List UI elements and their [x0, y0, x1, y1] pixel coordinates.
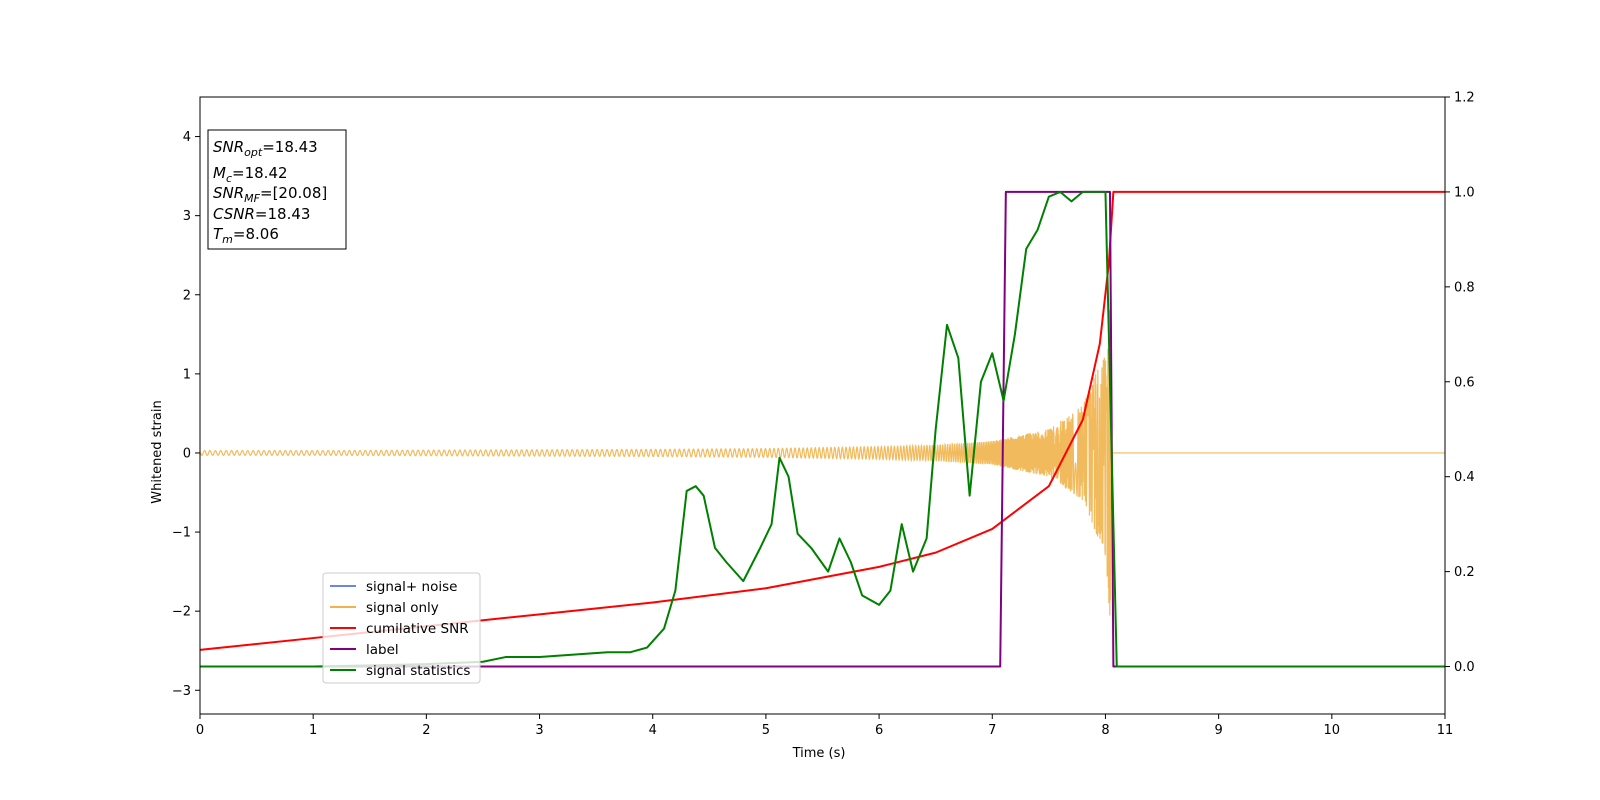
legend: signal+ noise signal only cumilative SNR la… — [322, 572, 481, 684]
x-tick-label: 2 — [422, 723, 430, 738]
y2-tick-label: 1.0 — [1454, 185, 1475, 200]
annotation-box: SNRopt=18.43 Mc=18.42SNRMF=[20.08]CSNR=18… — [207, 129, 347, 250]
annotation-line: CSNR=18.43 — [213, 205, 310, 223]
x-tick-label: 9 — [1214, 723, 1222, 738]
series-lines-layer — [199, 190, 1445, 668]
x-tick-label: 5 — [762, 723, 770, 738]
legend-label: signal+ noise — [366, 579, 457, 595]
x-tick-label: 0 — [196, 723, 204, 738]
y-tick-label: 0 — [183, 446, 191, 461]
x-tick-label: 8 — [1101, 723, 1109, 738]
x-tick-label: 1 — [309, 723, 317, 738]
legend-frame — [322, 572, 481, 684]
annotation-line: Tm=8.06 — [213, 225, 279, 246]
x-tick-label: 4 — [649, 723, 657, 738]
legend-label: label — [366, 642, 399, 658]
legend-label: cumilative SNR — [366, 621, 469, 637]
y-tick-label: −1 — [172, 526, 191, 541]
y-tick-label: −2 — [172, 605, 191, 620]
x-tick-label: 6 — [875, 723, 883, 738]
y-tick-label: −3 — [172, 684, 191, 699]
y-tick-label: 4 — [183, 130, 191, 145]
x-tick-label: 3 — [535, 723, 543, 738]
x-tick-label: 10 — [1324, 723, 1341, 738]
x-tick-label: 7 — [988, 723, 996, 738]
y2-tick-label: 0.0 — [1454, 660, 1475, 675]
annotation-line: Mc=18.42 — [213, 164, 288, 185]
y2-tick-label: 1.2 — [1454, 91, 1475, 106]
y2-tick-label: 0.6 — [1454, 375, 1475, 390]
legend-label: signal statistics — [366, 663, 470, 679]
y-tick-label: 2 — [183, 288, 191, 303]
series-signal-statistics — [200, 190, 1445, 668]
x-tick-label: 11 — [1437, 723, 1454, 738]
y-tick-label: 3 — [183, 209, 191, 224]
annotation-line: SNRopt=18.43 — [213, 138, 318, 159]
y2-tick-label: 0.2 — [1454, 565, 1475, 580]
annotation-line: SNRMF=[20.08] — [213, 184, 327, 205]
x-axis-label: Time (s) — [792, 746, 846, 761]
y2-tick-label: 0.8 — [1454, 280, 1475, 295]
axes-layer: 0 1 2 3 4 5 6 7 8 9 10 11 −3 −2 −1 0 1 2 3 4 0.0 0.2 0.4 0.6 0.8… — [172, 91, 1475, 739]
series-signal-only — [199, 300, 1445, 616]
y-tick-label: 1 — [183, 367, 191, 382]
y-axis-label: Whitened strain — [150, 400, 165, 503]
legend-label: signal only — [366, 600, 439, 616]
plot-frame — [199, 96, 1446, 715]
y2-tick-label: 0.4 — [1454, 470, 1475, 485]
